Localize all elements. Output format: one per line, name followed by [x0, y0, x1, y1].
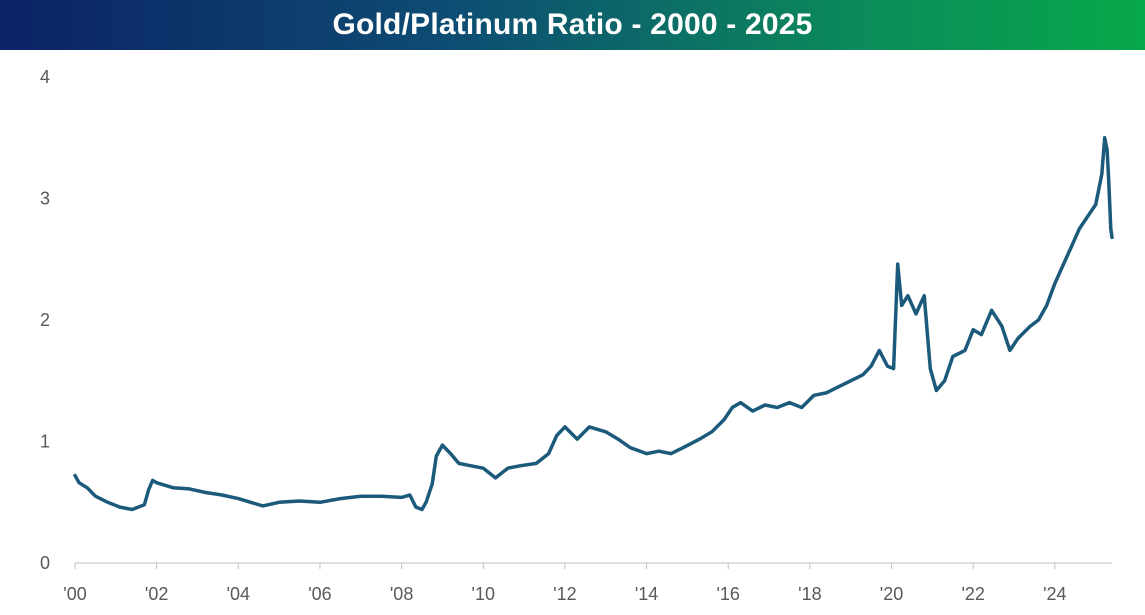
x-tick-label: '04 — [227, 584, 250, 604]
y-tick-label: 4 — [40, 67, 50, 87]
chart-area: 0 1 2 3 4 '00 '02 '04 '06 '08 '10 '12 '14 '16 '18 '20 '2… — [0, 50, 1145, 610]
x-tick-label: '14 — [635, 584, 658, 604]
y-tick-label: 2 — [40, 310, 50, 330]
x-tick-label: '06 — [308, 584, 331, 604]
x-tick-label: '22 — [961, 584, 984, 604]
x-tick-label: '20 — [880, 584, 903, 604]
line-chart: 0 1 2 3 4 '00 '02 '04 '06 '08 '10 '12 '14 '16 '18 '20 '2… — [40, 67, 1114, 604]
x-tick-label: '00 — [63, 584, 86, 604]
chart-title: Gold/Platinum Ratio - 2000 - 2025 — [332, 8, 813, 41]
x-tick-label: '02 — [145, 584, 168, 604]
x-tick-label: '24 — [1043, 584, 1066, 604]
x-tick-label: '16 — [716, 584, 739, 604]
y-tick-label: 1 — [40, 432, 50, 452]
series-line-gold-platinum-ratio — [73, 136, 1114, 512]
chart-title-bar: Gold/Platinum Ratio - 2000 - 2025 — [0, 0, 1145, 50]
y-tick-label: 3 — [40, 189, 50, 209]
y-tick-label: 0 — [40, 553, 50, 573]
x-tick-label: '18 — [798, 584, 821, 604]
x-tick-label: '10 — [472, 584, 495, 604]
x-tick-label: '08 — [390, 584, 413, 604]
x-tick-label: '12 — [553, 584, 576, 604]
